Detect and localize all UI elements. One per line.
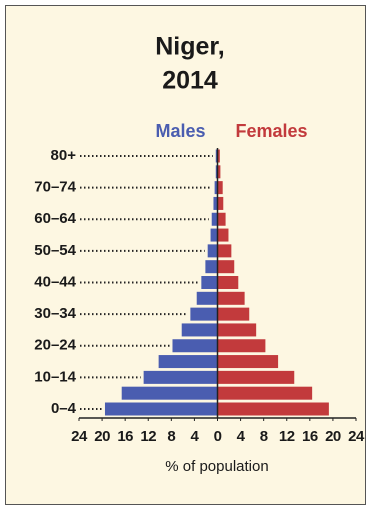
bar: [207, 244, 218, 258]
x-tick-label: 16: [302, 428, 318, 445]
bar: [121, 386, 218, 400]
bar: [104, 402, 218, 416]
bar: [143, 370, 218, 384]
bar: [217, 260, 235, 274]
bar: [217, 181, 223, 195]
bar: [217, 196, 224, 210]
legend-entry: Males: [155, 121, 205, 141]
y-tick-label: 80+: [51, 147, 77, 164]
x-tick-label: 24: [348, 428, 365, 445]
y-tick-label: 50–54: [34, 242, 76, 259]
bar: [211, 212, 218, 226]
x-tick-label: 20: [325, 428, 341, 445]
bar: [217, 339, 266, 353]
bar: [213, 196, 218, 210]
y-tick-label: 70–74: [34, 179, 76, 196]
y-tick-label: 30–34: [34, 305, 76, 322]
x-tick-label: 12: [279, 428, 295, 445]
bar: [215, 165, 218, 179]
bar: [217, 307, 250, 321]
bar: [217, 212, 226, 226]
y-tick-label: 0–4: [51, 400, 77, 417]
bar: [215, 149, 218, 163]
bar: [217, 244, 232, 258]
frame: [5, 5, 366, 505]
bar: [181, 323, 218, 337]
x-tick-label: 8: [260, 428, 268, 445]
bar: [217, 402, 329, 416]
x-tick-label: 8: [167, 428, 175, 445]
bar: [217, 149, 220, 163]
bar: [158, 355, 218, 369]
x-axis-label: % of population: [165, 458, 268, 475]
x-tick-label: 4: [237, 428, 246, 445]
bar: [172, 339, 218, 353]
x-tick-label: 0: [214, 428, 222, 445]
bar: [217, 228, 229, 242]
bar: [217, 386, 313, 400]
bar: [190, 307, 218, 321]
bar: [205, 260, 218, 274]
x-tick-label: 4: [190, 428, 199, 445]
chart-title: 2014: [162, 67, 218, 95]
legend-entry: Females: [236, 121, 308, 141]
y-tick-label: 60–64: [34, 210, 76, 227]
bar: [217, 165, 221, 179]
bar: [217, 355, 279, 369]
x-tick-label: 20: [94, 428, 110, 445]
chart-title: Niger,: [155, 33, 224, 61]
x-tick-label: 16: [117, 428, 133, 445]
bar: [201, 276, 218, 289]
bar: [217, 291, 245, 305]
bar: [217, 323, 257, 337]
x-tick-label: 24: [71, 428, 88, 445]
bar: [214, 181, 218, 195]
bar: [196, 291, 218, 305]
x-tick-label: 12: [140, 428, 156, 445]
y-tick-label: 40–44: [34, 273, 76, 290]
bar: [217, 370, 295, 384]
bar: [210, 228, 218, 242]
y-tick-label: 10–14: [34, 368, 76, 385]
y-tick-label: 20–24: [34, 337, 76, 354]
bar: [217, 276, 239, 289]
